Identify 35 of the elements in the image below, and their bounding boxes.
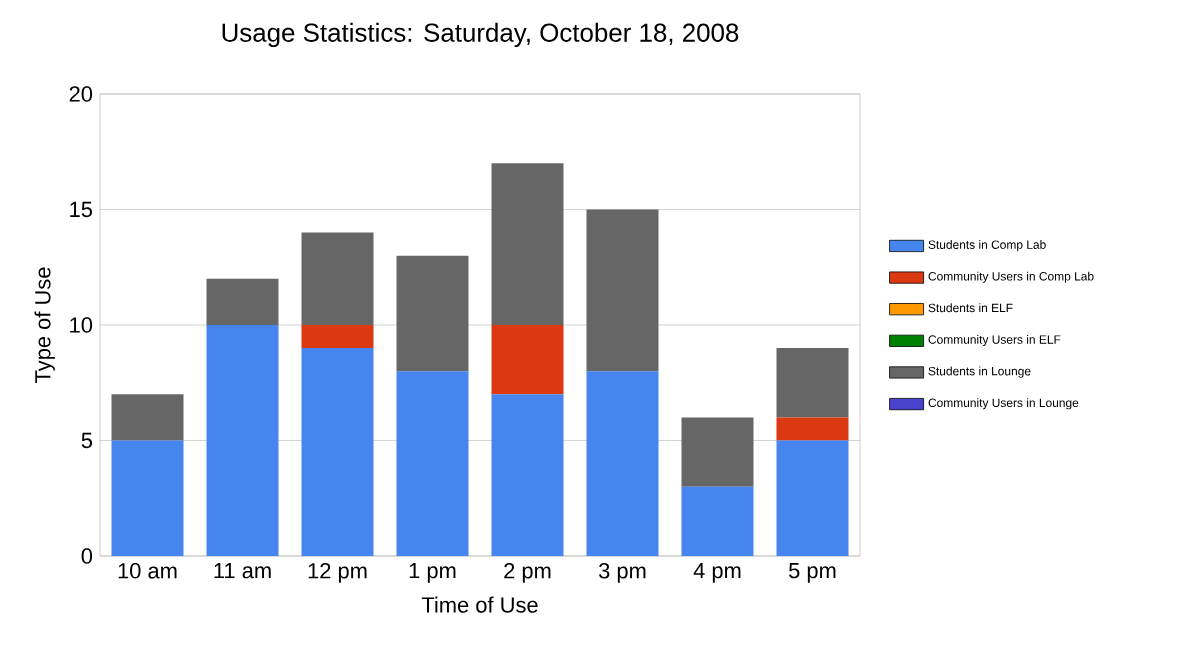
bar bbox=[396, 371, 469, 556]
x-tick-label: 12 pm bbox=[308, 563, 367, 583]
bar bbox=[301, 325, 374, 349]
x-tick-label: 3 pm bbox=[598, 563, 646, 583]
bar bbox=[206, 325, 279, 556]
y-tick-label: 15 bbox=[70, 201, 93, 218]
bar bbox=[491, 325, 564, 395]
y-tick-label: 5 bbox=[81, 432, 93, 449]
x-axis-title: Time of Use bbox=[421, 596, 538, 613]
bar bbox=[396, 255, 469, 372]
x-tick-label: 4 pm bbox=[693, 563, 741, 583]
bar bbox=[301, 348, 374, 556]
bar bbox=[776, 440, 849, 556]
bar bbox=[301, 232, 374, 325]
bar bbox=[586, 371, 659, 556]
bar bbox=[206, 278, 279, 325]
y-tick-label: 20 bbox=[69, 86, 93, 102]
bar bbox=[491, 163, 564, 325]
y-axis-title: Type of Use bbox=[34, 267, 55, 383]
x-tick-label: 2 pm bbox=[504, 563, 551, 583]
bar bbox=[586, 209, 659, 372]
bar bbox=[776, 348, 849, 418]
bar bbox=[491, 394, 564, 556]
x-tick-label: 10 am bbox=[118, 563, 177, 579]
bar bbox=[681, 417, 754, 487]
y-tick-label: 10 bbox=[70, 317, 93, 333]
chart-title: Usage Statistics: Saturday, October 18, 2008 bbox=[222, 22, 739, 47]
bar bbox=[776, 417, 849, 441]
x-tick-label: 5 pm bbox=[789, 563, 836, 583]
x-tick-label: 11 am bbox=[214, 563, 271, 579]
x-tick-label: 1 pm bbox=[409, 563, 456, 583]
bar bbox=[111, 394, 184, 441]
bar bbox=[681, 486, 754, 556]
y-tick-label: 0 bbox=[81, 548, 93, 564]
bar bbox=[111, 440, 184, 556]
